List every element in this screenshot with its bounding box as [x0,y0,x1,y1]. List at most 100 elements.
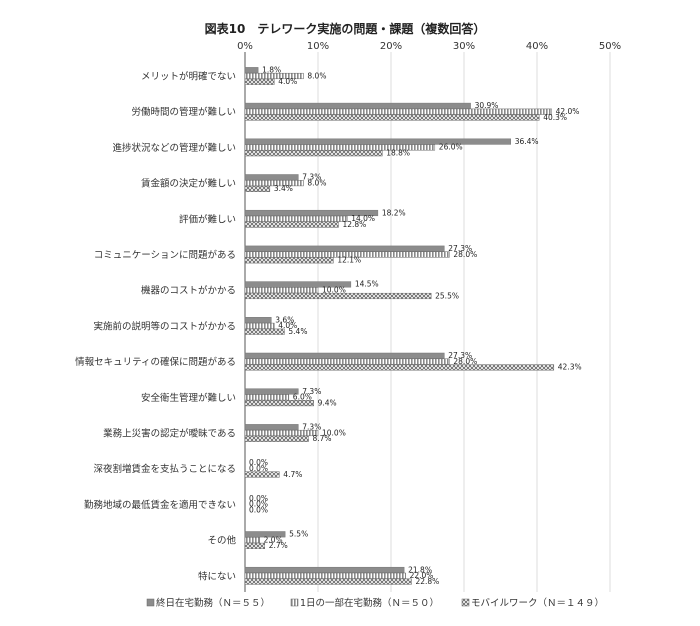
bar-series-3 [244,185,271,192]
bar-series-3 [244,542,265,549]
bar-series-3 [244,78,275,85]
data-label: 26.0% [439,143,463,152]
data-label: 4.0% [278,321,297,330]
x-tick-label: 10% [307,41,329,52]
bar-series-1 [244,531,286,538]
data-label: 12.8% [342,220,366,229]
category-label: 評価が難しい [179,213,236,225]
x-tick-label: 50% [599,41,621,52]
data-label: 7.3% [302,423,321,432]
bar-series-2 [244,215,348,222]
data-label: 28.0% [453,357,477,366]
data-label: 0.0% [249,464,268,473]
legend-swatch [290,598,299,607]
category-label: 機器のコストがかかる [141,285,236,297]
bar-series-3 [244,471,280,478]
category-label: コミュニケーションに問題がある [94,249,236,261]
data-label: 14.5% [355,280,379,289]
data-label: 12.1% [337,256,361,265]
bar-series-3 [244,150,383,157]
data-label: 22.0% [410,571,434,580]
data-label: 7.3% [302,173,321,182]
bar-series-1 [244,388,299,395]
data-label: 10.0% [322,428,346,437]
category-label: 進捗状況などの管理が難しい [112,142,236,154]
bar-series-1 [244,102,471,109]
category-label: 安全衛生管理が難しい [141,392,236,404]
bar-series-1 [244,424,299,431]
data-label: 2.7% [269,541,288,550]
bar-series-1 [244,566,405,574]
data-label: 5.5% [289,530,308,539]
bars-layer: 1.8% 8.0% 4.0% 30.9% 42.0%40.3% 36.4% 26.0% 18.… [244,66,582,586]
bar-series-1 [244,317,272,324]
x-tick-label: 40% [526,41,548,52]
bar-series-2 [244,287,319,294]
x-axis-ticks: 0% 10% 20% 30% 40% 50% [237,41,621,52]
x-tick-label: 20% [380,41,402,52]
bar-series-3 [244,364,555,371]
data-label: 21.8% [408,565,432,574]
x-tick-label: 30% [453,41,475,52]
bar-series-1 [244,67,259,74]
legend-swatch [146,598,155,607]
bar-series-3 [244,292,432,300]
data-label: 7.3% [302,387,321,396]
data-label: 27.3% [448,244,472,253]
category-label: 賃金額の決定が難しい [141,178,236,190]
data-label: 18.8% [386,149,410,158]
data-label: 25.5% [435,291,459,300]
bar-series-2 [244,537,260,544]
bar-series-1 [244,138,511,145]
bar-series-3 [244,221,339,228]
x-tick-label: 0% [237,41,253,52]
data-label: 22.8% [415,577,439,586]
legend-label: 1日の一部在宅勤務（Ｎ＝５０） [300,597,439,609]
category-labels: メリットが明確でない労働時間の管理が難しい進捗状況などの管理が難しい賃金額の決定… [75,71,236,583]
bar-series-2 [244,108,552,115]
category-label: 実施前の説明等のコストがかかる [93,320,236,332]
data-label: 4.0% [278,77,297,86]
data-label: 30.9% [475,101,499,110]
bar-series-2 [244,322,275,329]
data-label: 0.0% [249,458,268,467]
category-label: 業務上災害の認定が曖昧である [103,428,236,440]
bar-series-2 [244,572,406,579]
data-label: 5.4% [288,327,307,336]
category-label: メリットが明確でない [141,71,236,83]
gridlines [244,52,611,592]
category-label: 勤務地域の最低賃金を適用できない [84,499,236,511]
bar-series-2 [244,429,319,437]
bar-series-3 [244,328,285,335]
data-label: 6.0% [293,393,312,402]
category-label: 労働時間の管理が難しい [131,106,236,118]
legend-label: 終日在宅勤務（Ｎ＝５５） [156,597,270,609]
data-label: 18.2% [382,208,406,217]
chart-title: 図表10 テレワーク実施の問題・課題（複数回答） [205,21,486,36]
data-label: 14.0% [351,214,375,223]
data-label: 3.6% [275,315,294,324]
data-label: 1.8% [262,66,281,75]
data-label: 28.0% [453,250,477,259]
data-label: 8.0% [307,71,326,80]
bar-series-3 [244,114,540,121]
data-label: 40.3% [543,113,567,122]
bar-series-3 [244,578,412,585]
data-label: 10.0% [322,286,346,295]
bar-series-3 [244,435,309,442]
data-label: 36.4% [515,137,539,146]
data-label: 8.7% [313,434,332,443]
bar-series-2 [244,180,304,187]
bar-series-2 [244,251,450,258]
data-label: 42.0% [556,107,580,116]
data-label: 0.0% [249,506,268,515]
data-label: 3.4% [274,184,293,193]
legend: 終日在宅勤務（Ｎ＝５５） 1日の一部在宅勤務（Ｎ＝５０） モバイルワーク（Ｎ＝１４９… [146,597,604,609]
bar-series-2 [244,394,290,401]
data-label: 27.3% [448,351,472,360]
data-label: 2.0% [264,535,283,544]
bar-series-3 [244,400,314,407]
bar-series-1 [244,245,445,252]
bar-series-3 [244,257,334,264]
